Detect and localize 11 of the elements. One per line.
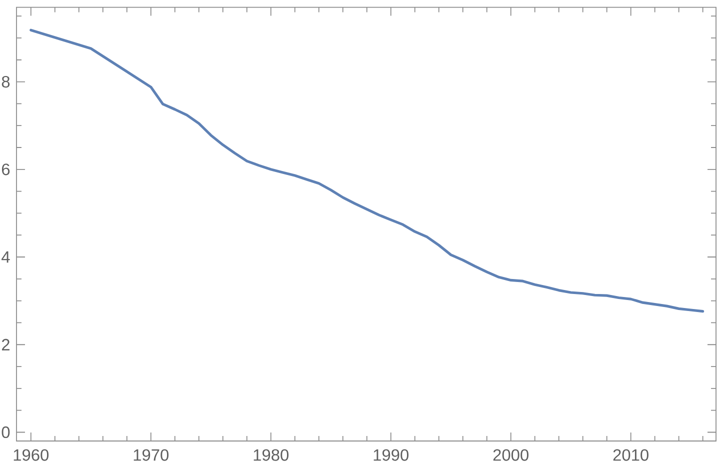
y-tick-label: 2 xyxy=(2,338,10,350)
x-tick-label: 2010 xyxy=(613,449,648,461)
y-tick-label: 4 xyxy=(2,251,10,263)
y-tick-label: 6 xyxy=(2,164,10,176)
x-tick-label: 1960 xyxy=(14,449,49,461)
y-tick-label: 0 xyxy=(2,426,10,438)
x-tick-label: 1990 xyxy=(374,449,408,461)
x-tick-label: 1980 xyxy=(254,449,288,461)
x-tick-label: 2000 xyxy=(493,449,528,461)
y-tick-label: 8 xyxy=(2,76,10,88)
x-tick-label: 1970 xyxy=(134,449,169,461)
